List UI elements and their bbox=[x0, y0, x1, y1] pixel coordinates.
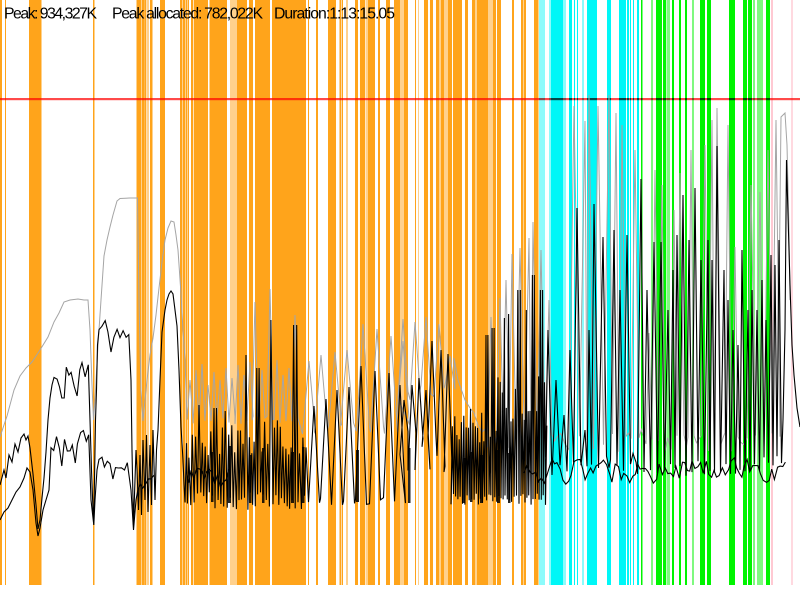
svg-text:Duration:1:13:15.05: Duration:1:13:15.05 bbox=[274, 6, 395, 23]
svg-text:Peak: 934,327K: Peak: 934,327K bbox=[4, 6, 97, 23]
svg-text:Peak allocated: 782,022K: Peak allocated: 782,022K bbox=[112, 6, 263, 23]
